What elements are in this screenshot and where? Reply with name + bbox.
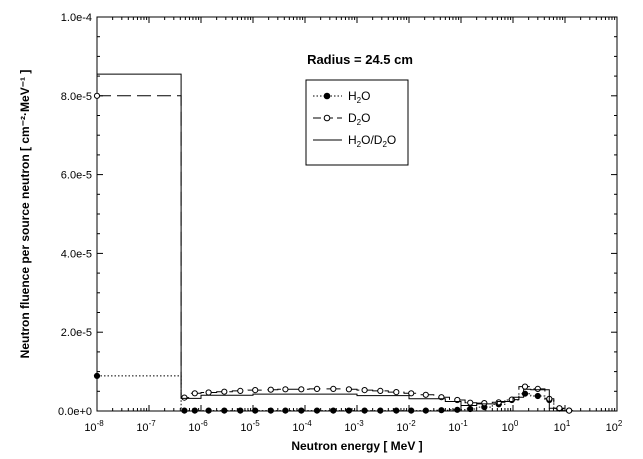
x-tick-label: 100 — [502, 419, 519, 434]
data-point — [205, 389, 212, 396]
data-point — [267, 407, 274, 414]
data-point — [93, 372, 101, 379]
data-point — [393, 389, 400, 396]
x-tick-label: 10-3 — [344, 419, 364, 434]
data-point — [467, 405, 474, 413]
data-point — [252, 387, 259, 394]
data-point — [377, 387, 384, 394]
y-axis-title: Neutron fluence per source neutron [ cm⁻… — [18, 70, 32, 359]
data-point — [93, 92, 101, 99]
y-tick-label: 6.0e-5 — [61, 170, 92, 182]
data-point — [282, 407, 289, 414]
plot-area: 0.0e+0 2.0e-5 4.0e-5 6.0e-5 8.0e-5 1.0e-4 10-8… — [18, 12, 623, 453]
data-point — [422, 407, 429, 414]
data-point — [221, 407, 228, 414]
data-point — [252, 407, 259, 414]
data-point — [345, 407, 352, 414]
data-point — [298, 386, 305, 393]
data-point — [298, 407, 305, 414]
series-h2o-d2o — [97, 73, 566, 412]
data-point — [408, 390, 415, 397]
x-axis-title: Neutron energy [ MeV ] — [291, 439, 422, 453]
legend-label: H2O/D2O — [348, 133, 396, 149]
legend-marker — [323, 92, 331, 100]
data-point — [345, 386, 352, 393]
legend: H2O D2O H2O/D2O — [305, 79, 409, 166]
data-point — [237, 387, 244, 394]
data-point — [191, 390, 198, 397]
x-tick-label: 102 — [606, 419, 623, 434]
x-tick-label: 10-2 — [396, 419, 416, 434]
y-tick-label: 1.0e-4 — [61, 12, 92, 24]
data-point — [221, 388, 228, 395]
data-point — [282, 386, 289, 393]
data-point — [361, 407, 368, 414]
legend-box — [305, 79, 409, 166]
data-point — [438, 407, 445, 414]
data-point — [556, 405, 563, 412]
data-point — [467, 399, 474, 406]
x-tick-label: 10-1 — [448, 419, 468, 434]
data-point — [205, 407, 212, 414]
series-line — [97, 375, 574, 412]
x-tick-label: 10-7 — [136, 419, 156, 434]
data-point — [377, 407, 384, 414]
data-point — [534, 392, 541, 400]
data-point — [454, 406, 461, 413]
radius-annotation: Radius = 24.5 cm — [307, 52, 413, 67]
data-point — [408, 407, 415, 414]
data-point — [521, 383, 529, 390]
series-h2o — [93, 372, 574, 414]
x-tick-label: 10-4 — [292, 419, 312, 434]
y-tick-label: 0.0e+0 — [58, 406, 92, 418]
x-tick-label: 101 — [554, 419, 571, 434]
y-tick-label: 2.0e-5 — [61, 327, 92, 339]
data-point — [393, 407, 400, 414]
plot-frame — [96, 16, 618, 412]
x-tick-label: 10-8 — [84, 419, 104, 434]
data-point — [313, 385, 321, 392]
x-tick-label: 10-6 — [188, 419, 208, 434]
data-point — [267, 386, 274, 393]
data-point — [566, 407, 573, 414]
data-point — [313, 407, 321, 414]
x-tick-label: 10-5 — [240, 419, 260, 434]
data-point — [534, 385, 541, 392]
data-point — [237, 407, 244, 414]
data-point — [330, 385, 337, 392]
data-point — [191, 407, 198, 414]
data-point — [330, 407, 337, 414]
legend-label: H2O — [348, 89, 370, 105]
series-line — [97, 73, 566, 412]
y-tick-label: 8.0e-5 — [61, 91, 92, 103]
y-tick-label: 4.0e-5 — [61, 248, 92, 260]
data-point — [481, 400, 488, 407]
data-point — [181, 394, 188, 401]
data-point — [422, 391, 429, 398]
legend-marker — [323, 114, 331, 122]
legend-label: D2O — [348, 111, 370, 127]
data-point — [181, 407, 188, 414]
data-point — [361, 387, 368, 394]
